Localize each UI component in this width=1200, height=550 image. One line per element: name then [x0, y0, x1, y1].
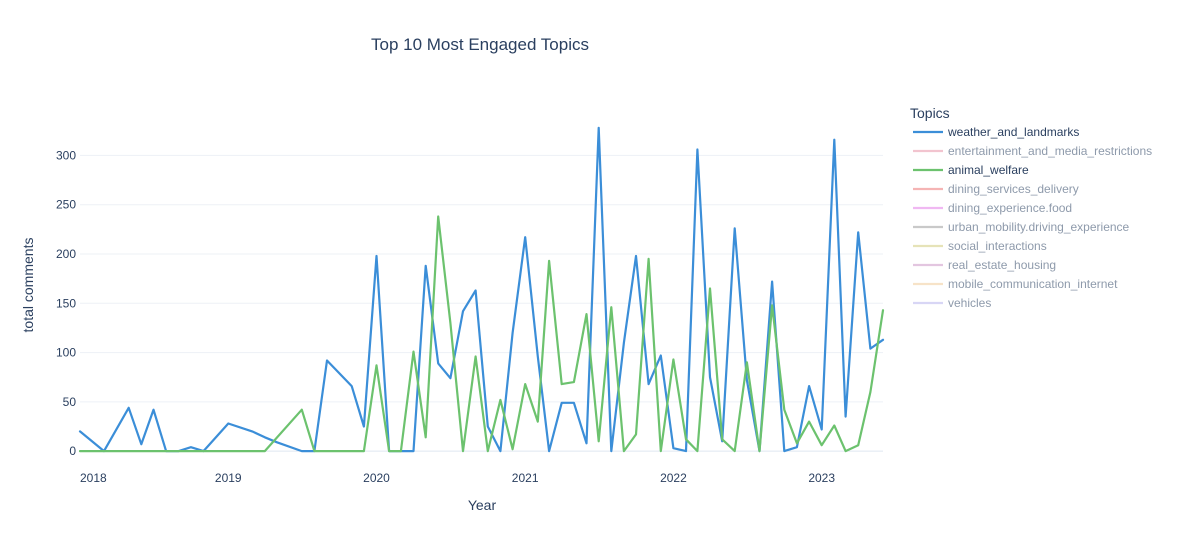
legend-item[interactable]: entertainment_and_media_restrictions — [913, 144, 1152, 158]
legend-label: social_interactions — [948, 239, 1047, 253]
legend-label: entertainment_and_media_restrictions — [948, 144, 1152, 158]
chart-title: Top 10 Most Engaged Topics — [371, 35, 589, 54]
legend-item[interactable]: mobile_communication_internet — [913, 277, 1118, 291]
legend-item[interactable]: weather_and_landmarks — [913, 125, 1079, 139]
legend-item[interactable]: dining_services_delivery — [913, 182, 1079, 196]
x-tick-label: 2023 — [808, 471, 835, 485]
x-tick-label: 2019 — [215, 471, 242, 485]
legend-item[interactable]: real_estate_housing — [913, 258, 1056, 272]
legend-item[interactable]: vehicles — [913, 296, 991, 310]
legend-label: dining_services_delivery — [948, 182, 1079, 196]
legend-label: weather_and_landmarks — [947, 125, 1079, 139]
legend-title: Topics — [910, 105, 950, 121]
legend-label: animal_welfare — [948, 163, 1029, 177]
y-tick-label: 0 — [69, 444, 76, 458]
legend-label: vehicles — [948, 296, 991, 310]
x-tick-label: 2020 — [363, 471, 390, 485]
legend-item[interactable]: dining_experience.food — [913, 201, 1072, 215]
y-axis: 0 50 100 150 200 250 300 — [56, 148, 76, 458]
y-tick-label: 150 — [56, 296, 76, 310]
series-line-animal-welfare — [78, 215, 885, 453]
legend-item[interactable]: urban_mobility.driving_experience — [913, 220, 1130, 234]
y-tick-label: 200 — [56, 247, 76, 261]
y-tick-label: 100 — [56, 346, 76, 360]
x-axis-title: Year — [468, 497, 497, 513]
x-tick-label: 2021 — [512, 471, 539, 485]
legend-label: dining_experience.food — [948, 201, 1072, 215]
y-tick-label: 250 — [56, 198, 76, 212]
y-tick-label: 300 — [56, 148, 76, 162]
legend-item[interactable]: animal_welfare — [913, 163, 1029, 177]
x-tick-label: 2022 — [660, 471, 687, 485]
x-tick-label: 2018 — [80, 471, 107, 485]
plot-area — [78, 126, 885, 453]
legend-label: mobile_communication_internet — [948, 277, 1118, 291]
legend-item[interactable]: social_interactions — [913, 239, 1047, 253]
legend-label: urban_mobility.driving_experience — [948, 220, 1130, 234]
legend-label: real_estate_housing — [948, 258, 1056, 272]
x-axis: 2018 2019 2020 2021 2022 2023 — [80, 471, 835, 485]
y-axis-title: total comments — [20, 238, 36, 333]
legend: weather_and_landmarks entertainment_and_m… — [913, 125, 1152, 310]
y-tick-label: 50 — [63, 395, 77, 409]
